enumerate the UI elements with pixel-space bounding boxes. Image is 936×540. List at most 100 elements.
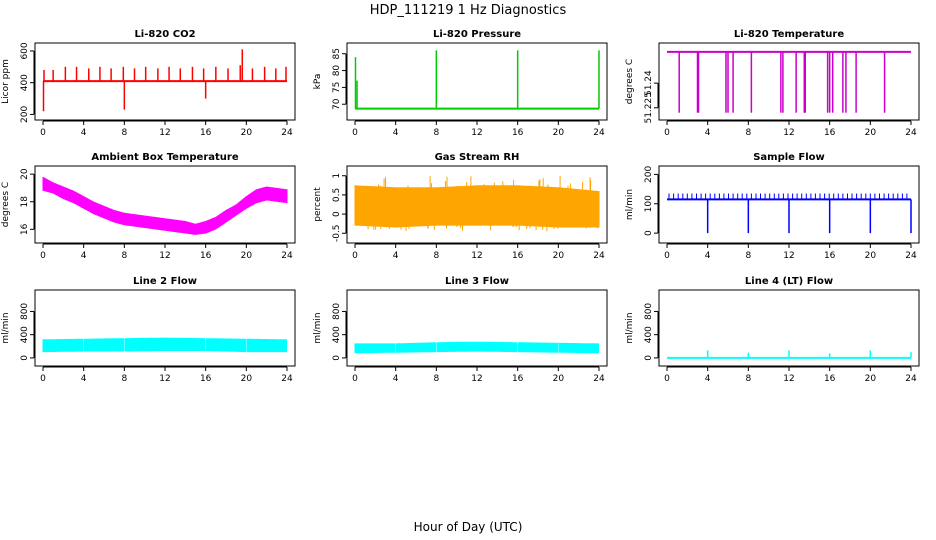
x-tick-label: 0 — [40, 251, 46, 261]
x-tick-label: 16 — [512, 128, 524, 138]
y-tick-label: 800 — [20, 303, 30, 320]
x-tick-label: 8 — [433, 251, 439, 261]
x-tick-label: 24 — [593, 374, 605, 384]
panel-9: Line 4 (LT) Flow 0 4 8 12 16 20 24 0 400 800 ml/min — [625, 276, 920, 384]
x-tick-label: 24 — [593, 251, 605, 261]
y-axis-label: ml/min — [313, 312, 323, 343]
panel-title: Li-820 Pressure — [433, 29, 521, 40]
x-tick-label: 0 — [40, 128, 46, 138]
x-tick-label: 4 — [393, 374, 399, 384]
series — [354, 175, 600, 232]
y-axis-label: degrees C — [1, 182, 11, 227]
series-band — [354, 341, 599, 354]
y-tick-label: 400 — [20, 74, 30, 91]
y-tick-label: 0 — [20, 355, 30, 361]
y-tick-label: 400 — [332, 326, 342, 343]
plot-frame — [658, 42, 920, 121]
y-tick-label: 75 — [332, 82, 342, 93]
x-tick-label: 16 — [200, 251, 212, 261]
panel-4: Ambient Box Temperature 0 4 8 12 16 20 24 16 18 20… — [1, 152, 296, 261]
y-axis-label: Licor ppm — [1, 59, 11, 104]
x-tick-label: 12 — [783, 374, 794, 384]
x-tick-label: 24 — [281, 128, 293, 138]
x-tick-label: 24 — [905, 374, 917, 384]
x-tick-label: 8 — [745, 128, 751, 138]
y-tick-label: 85 — [332, 48, 342, 59]
x-tick-label: 20 — [241, 374, 253, 384]
x-tick-label: 16 — [824, 251, 836, 261]
y-tick-label: 51.225 — [644, 92, 654, 124]
x-tick-label: 4 — [705, 374, 711, 384]
x-tick-label: 0 — [664, 374, 670, 384]
x-tick-label: 0 — [352, 374, 358, 384]
y-tick-label: 0 — [332, 211, 342, 217]
y-tick-label: 400 — [644, 326, 654, 343]
x-tick-label: 8 — [433, 374, 439, 384]
x-tick-label: 16 — [824, 128, 836, 138]
y-tick-label: 1 — [332, 173, 342, 179]
y-axis-label: ml/min — [625, 312, 635, 343]
y-tick-label: 200 — [20, 106, 30, 123]
y-tick-label: 18 — [20, 196, 30, 208]
x-tick-label: 4 — [81, 128, 87, 138]
y-tick-label: 20 — [20, 168, 30, 180]
x-tick-label: 16 — [512, 374, 524, 384]
x-tick-label: 12 — [471, 251, 482, 261]
x-tick-label: 8 — [121, 128, 127, 138]
panel-3: Li-820 Temperature 0 4 8 12 16 20 24 51.22551.24… — [625, 29, 920, 138]
series — [354, 341, 599, 354]
x-tick-label: 8 — [745, 374, 751, 384]
plot-frame — [346, 165, 608, 244]
x-tick-label: 8 — [433, 128, 439, 138]
x-tick-label: 0 — [352, 251, 358, 261]
x-tick-label: 12 — [159, 251, 170, 261]
x-tick-label: 8 — [121, 374, 127, 384]
panel-6: Sample Flow 0 4 8 12 16 20 24 0 100 200 ml/min — [625, 152, 920, 261]
y-tick-label: 51.24 — [644, 70, 654, 96]
panel-title: Line 4 (LT) Flow — [745, 276, 833, 287]
x-tick-label: 8 — [745, 251, 751, 261]
x-tick-label: 0 — [352, 128, 358, 138]
panel-7: Line 2 Flow 0 4 8 12 16 20 24 0 400 800 ml/min — [1, 276, 296, 384]
y-axis-label: kPa — [313, 74, 323, 90]
figure-xlabel: Hour of Day (UTC) — [414, 520, 523, 534]
series — [354, 50, 600, 110]
series-band — [354, 175, 600, 232]
y-tick-label: 600 — [20, 42, 30, 59]
plot-frame — [658, 165, 920, 244]
x-tick-label: 4 — [393, 251, 399, 261]
y-tick-label: 16 — [20, 223, 30, 235]
x-tick-label: 16 — [824, 374, 836, 384]
panel-5: Gas Stream RH 0 4 8 12 16 20 24 -0.5 0 0.5 1 percent — [313, 152, 608, 261]
x-tick-label: 20 — [865, 251, 877, 261]
y-tick-label: 800 — [332, 303, 342, 320]
y-tick-label: 0.5 — [332, 188, 342, 202]
x-tick-label: 20 — [865, 128, 877, 138]
x-tick-label: 20 — [865, 374, 877, 384]
panel-1: Li-820 CO2 0 4 8 12 16 20 24 200 400 600 Licor ppm — [1, 29, 296, 138]
x-tick-label: 0 — [664, 251, 670, 261]
series-ripple — [668, 193, 908, 200]
x-tick-label: 24 — [281, 374, 293, 384]
x-tick-label: 0 — [40, 374, 46, 384]
x-tick-label: 4 — [393, 128, 399, 138]
series — [42, 176, 288, 235]
x-tick-label: 0 — [664, 128, 670, 138]
panel-title: Gas Stream RH — [435, 152, 520, 163]
panel-title: Li-820 Temperature — [734, 29, 844, 40]
x-tick-label: 8 — [121, 251, 127, 261]
plot-frame — [34, 42, 296, 121]
plot-frame — [346, 42, 608, 121]
x-tick-label: 24 — [593, 128, 605, 138]
panel-title: Ambient Box Temperature — [91, 152, 238, 163]
plot-frame — [34, 165, 296, 244]
figure-title: HDP_111219 1 Hz Diagnostics — [370, 3, 567, 18]
x-tick-label: 16 — [512, 251, 524, 261]
panel-title: Li-820 CO2 — [134, 29, 195, 40]
x-tick-label: 20 — [553, 374, 565, 384]
plot-frame — [658, 289, 920, 367]
series-band — [42, 176, 288, 235]
y-tick-label: 0 — [644, 230, 654, 236]
y-axis-label: ml/min — [625, 189, 635, 220]
